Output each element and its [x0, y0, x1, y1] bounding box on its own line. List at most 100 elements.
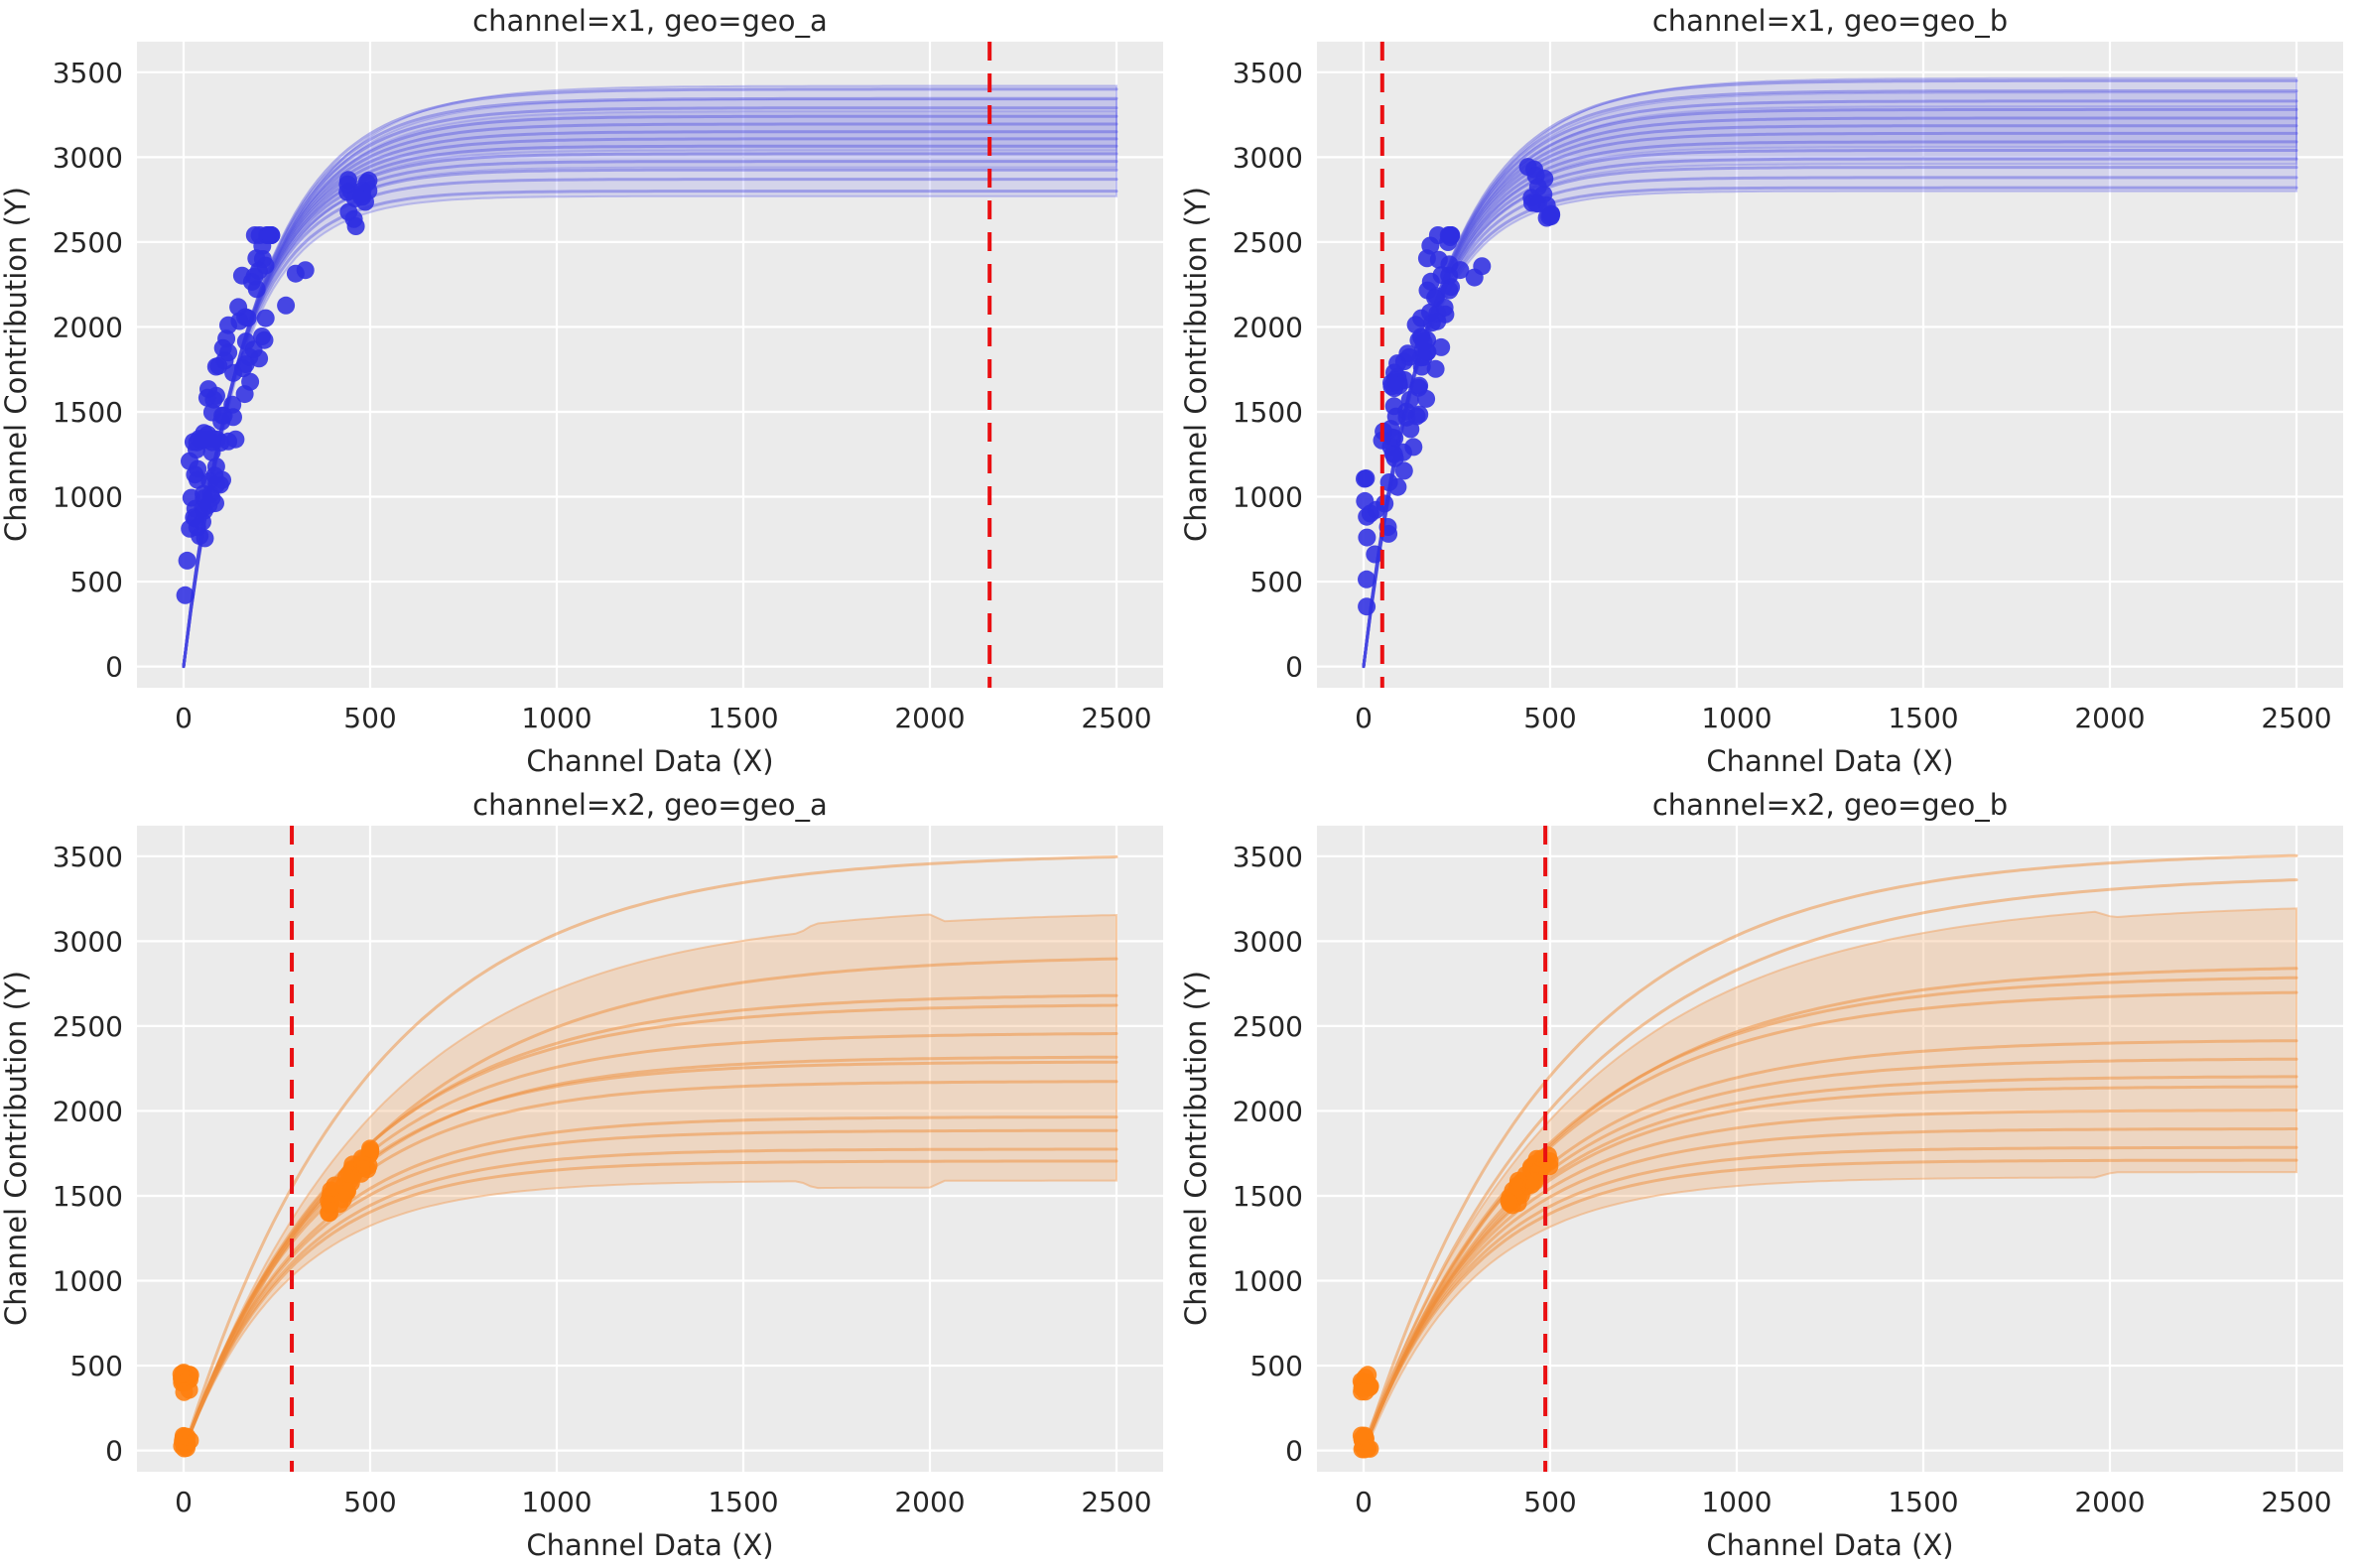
saturation-curve	[182, 190, 1118, 669]
y-tick-label: 2500	[53, 1010, 123, 1043]
subplot-svg-x1-geo-b: 0 500 1000 1500 2000 2500 0 500 1000 1500 2000 2500…	[1180, 4, 2343, 778]
saturation-curve	[182, 1159, 1118, 1453]
plot-background	[137, 42, 1163, 688]
uncertainty-band	[1363, 91, 2297, 667]
saturation-curve	[1362, 116, 2298, 669]
y-tick-label: 1000	[1233, 481, 1303, 514]
subplot-channel-x1-geo-a: 0 500 1000 1500 2000 2500 0 500 1000 1500 2000 2500…	[0, 0, 1180, 784]
x-tick-label: 500	[1523, 702, 1576, 734]
scatter-layer	[176, 171, 378, 604]
subplot-channel-x2-geo-b: 0 500 1000 1500 2000 2500 0 500 1000 1500 2000 2500…	[1180, 784, 2360, 1568]
saturation-curve	[182, 160, 1118, 669]
saturation-curve	[1362, 1127, 2298, 1453]
tick-labels: 0 500 1000 1500 2000 2500 0 500 1000 1500 2000 2500…	[53, 841, 1152, 1518]
x-tick-label: 500	[343, 702, 396, 734]
subplot-channel-x1-geo-b: 0 500 1000 1500 2000 2500 0 500 1000 1500 2000 2500…	[1180, 0, 2360, 784]
y-tick-label: 0	[1285, 651, 1303, 684]
grid-layer	[1317, 42, 2343, 688]
x-tick-label: 0	[1355, 702, 1373, 734]
saturation-curve	[1362, 878, 2298, 1453]
y-axis-label: Channel Contribution (Y)	[0, 187, 33, 542]
saturation-curve	[182, 1128, 1118, 1453]
x-tick-label: 0	[175, 1486, 193, 1518]
x-tick-label: 2000	[2074, 1486, 2145, 1518]
y-tick-label: 3000	[53, 141, 123, 174]
panel-title: channel=x1, geo=geo_a	[472, 4, 828, 38]
y-tick-label: 3000	[53, 925, 123, 958]
plot-layer: 0 500 1000 1500 2000 2500 0 500 1000 1500 2000 2500…	[53, 42, 1163, 734]
saturation-curve	[1362, 157, 2298, 669]
panel-title: channel=x2, geo=geo_b	[1652, 788, 2008, 822]
plot-layer: 0 500 1000 1500 2000 2500 0 500 1000 1500 2000 2500…	[1233, 826, 2343, 1518]
saturation-curve	[182, 114, 1118, 669]
saturation-curve	[182, 130, 1118, 669]
saturation-curve	[182, 168, 1118, 669]
x-axis-label: Channel Data (X)	[526, 744, 773, 778]
saturation-curve	[182, 87, 1118, 669]
y-tick-label: 500	[70, 566, 123, 598]
y-tick-label: 2500	[1233, 226, 1303, 259]
saturation-curve	[182, 854, 1118, 1453]
saturation-curve	[1362, 186, 2298, 669]
x-tick-label: 1500	[708, 1486, 778, 1518]
y-tick-label: 500	[1250, 1350, 1303, 1382]
y-tick-label: 2000	[1233, 311, 1303, 343]
y-tick-label: 1500	[1233, 1180, 1303, 1213]
saturation-curve	[1362, 166, 2298, 669]
uncertainty-bands-layer	[183, 84, 1117, 667]
uncertainty-band	[183, 913, 1117, 1451]
y-tick-label: 0	[105, 1435, 123, 1468]
x-tick-label: 1500	[1888, 1486, 1958, 1518]
grid-layer	[137, 826, 1163, 1472]
x-tick-label: 1000	[521, 702, 591, 734]
scatter-layer	[172, 1139, 380, 1458]
saturation-curve	[1362, 149, 2298, 669]
x-tick-label: 1000	[1701, 702, 1771, 734]
x-tick-label: 2500	[2261, 702, 2331, 734]
plot-background	[1317, 42, 2343, 688]
saturation-curve	[182, 122, 1118, 669]
saturation-curve	[1362, 1145, 2298, 1453]
saturation-curve	[1362, 176, 2298, 669]
tick-labels: 0 500 1000 1500 2000 2500 0 500 1000 1500 2000 2500…	[1233, 841, 2332, 1518]
saturation-curve	[182, 178, 1118, 669]
y-tick-label: 1000	[53, 481, 123, 514]
x-tick-label: 1500	[1888, 702, 1958, 734]
y-tick-label: 2000	[53, 1095, 123, 1127]
subplot-svg-x2-geo-b: 0 500 1000 1500 2000 2500 0 500 1000 1500 2000 2500…	[1180, 788, 2343, 1562]
x-tick-label: 2000	[894, 1486, 965, 1518]
saturation-curve	[182, 144, 1118, 669]
y-tick-label: 2500	[53, 226, 123, 259]
x-axis-label: Channel Data (X)	[526, 1528, 773, 1562]
x-axis-label: Channel Data (X)	[1706, 744, 1953, 778]
x-tick-label: 500	[343, 1486, 396, 1518]
scatter-layer	[1352, 1146, 1559, 1459]
x-tick-label: 2500	[1081, 1486, 1151, 1518]
uncertainty-band	[1363, 76, 2297, 667]
x-tick-label: 0	[1355, 1486, 1373, 1518]
uncertainty-bands-layer	[183, 913, 1117, 1451]
y-tick-label: 2000	[53, 311, 123, 343]
uncertainty-band	[183, 84, 1117, 667]
subplot-svg-x1-geo-a: 0 500 1000 1500 2000 2500 0 500 1000 1500 2000 2500…	[0, 4, 1163, 778]
saturation-curve	[1362, 99, 2298, 669]
panel-title: channel=x2, geo=geo_a	[472, 788, 828, 822]
subplot-channel-x2-geo-a: 0 500 1000 1500 2000 2500 0 500 1000 1500 2000 2500…	[0, 784, 1180, 1568]
y-tick-label: 2500	[1233, 1010, 1303, 1043]
y-tick-label: 1500	[53, 1180, 123, 1213]
saturation-curve	[1362, 78, 2298, 669]
x-tick-label: 500	[1523, 1486, 1576, 1518]
y-tick-label: 3500	[1233, 841, 1303, 873]
y-tick-label: 1000	[1233, 1265, 1303, 1298]
y-tick-label: 0	[1285, 1435, 1303, 1468]
uncertainty-band	[183, 98, 1117, 667]
y-tick-label: 500	[1250, 566, 1303, 598]
x-tick-label: 1000	[521, 1486, 591, 1518]
uncertainty-band	[1363, 105, 2297, 667]
y-tick-label: 1000	[53, 1265, 123, 1298]
y-tick-label: 3000	[1233, 925, 1303, 958]
y-tick-label: 3500	[53, 841, 123, 873]
saturation-curve	[1362, 1158, 2298, 1453]
saturation-curve	[1362, 853, 2298, 1453]
